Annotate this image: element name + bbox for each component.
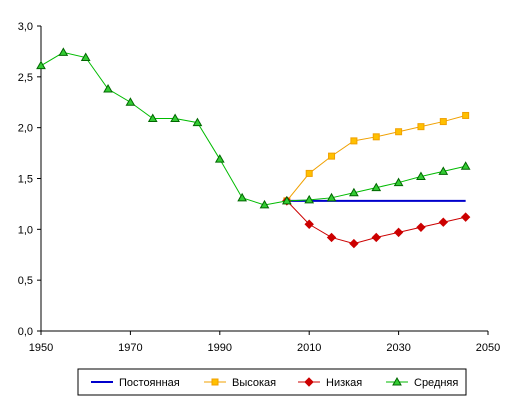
data-point bbox=[349, 187, 359, 197]
data-point bbox=[304, 194, 315, 204]
data-point bbox=[304, 377, 314, 387]
x-tick-label: 2030 bbox=[386, 342, 410, 354]
data-point bbox=[349, 238, 359, 249]
data-point bbox=[417, 123, 425, 131]
data-point bbox=[462, 111, 470, 119]
data-point bbox=[237, 192, 248, 202]
y-tick-label: 3,0 bbox=[18, 21, 33, 33]
data-point bbox=[170, 113, 180, 123]
data-point bbox=[36, 60, 46, 70]
y-tick-label: 2,5 bbox=[18, 72, 33, 84]
data-point bbox=[80, 52, 91, 62]
data-point bbox=[416, 222, 426, 233]
data-point bbox=[350, 137, 358, 145]
legend-entry: Постоянная bbox=[91, 377, 180, 389]
legend-entry: Высокая bbox=[204, 377, 276, 389]
x-tick-label: 2050 bbox=[476, 342, 500, 354]
data-point bbox=[438, 166, 449, 175]
data-point bbox=[147, 113, 158, 123]
legend-label: Постоянная bbox=[119, 377, 180, 389]
data-point bbox=[328, 152, 336, 160]
data-point bbox=[438, 217, 449, 227]
data-point bbox=[304, 219, 314, 229]
legend-label: Низкая bbox=[326, 377, 362, 389]
plot-area bbox=[36, 47, 471, 249]
data-point bbox=[214, 154, 225, 163]
x-tick-label: 1990 bbox=[208, 342, 232, 354]
data-point bbox=[416, 171, 426, 180]
data-point bbox=[439, 118, 447, 126]
y-tick-label: 1,5 bbox=[18, 174, 33, 186]
data-point bbox=[460, 212, 471, 222]
data-point bbox=[372, 133, 380, 141]
data-point bbox=[371, 232, 381, 243]
data-point bbox=[58, 47, 69, 56]
x-tick-label: 1950 bbox=[29, 342, 53, 354]
data-point bbox=[281, 195, 292, 205]
y-tick-label: 2,0 bbox=[18, 123, 33, 135]
series-diamond bbox=[282, 196, 471, 249]
data-point bbox=[460, 161, 471, 170]
y-tick-label: 0,5 bbox=[18, 275, 33, 287]
data-point bbox=[371, 182, 382, 192]
data-point bbox=[392, 376, 402, 386]
y-tick-label: 1,0 bbox=[18, 224, 33, 236]
data-point bbox=[192, 117, 203, 127]
data-point bbox=[393, 227, 404, 238]
data-point bbox=[393, 177, 404, 187]
data-point bbox=[305, 169, 313, 177]
legend-entry: Средняя bbox=[386, 376, 458, 389]
axes: 0,0 0,5 1,0 1,5 2,0 2,5 3,0 1950 1970 1990 2010 203… bbox=[18, 21, 501, 354]
legend-entry: Низкая bbox=[298, 377, 362, 389]
y-tick-label: 0,0 bbox=[18, 326, 33, 338]
legend: Постоянная Высокая Низкая Средняя bbox=[77, 368, 467, 396]
x-tick-label: 2010 bbox=[297, 342, 321, 354]
legend-label: Средняя bbox=[414, 377, 458, 389]
data-point bbox=[326, 192, 337, 202]
data-point bbox=[125, 97, 136, 106]
data-point bbox=[103, 84, 113, 93]
data-point bbox=[259, 199, 270, 209]
data-point bbox=[326, 232, 337, 243]
series-triangle bbox=[36, 47, 471, 209]
data-point bbox=[211, 378, 219, 386]
x-tick-label: 1970 bbox=[118, 342, 142, 354]
data-point bbox=[395, 128, 403, 136]
legend-label: Высокая bbox=[232, 377, 276, 389]
